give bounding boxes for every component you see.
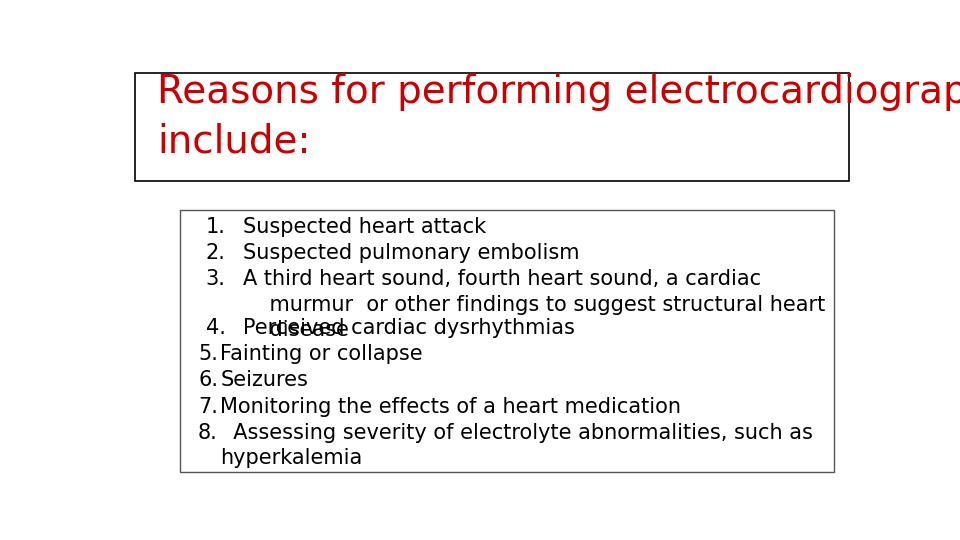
Text: 5.: 5.	[198, 344, 218, 364]
Text: 7.: 7.	[198, 396, 218, 416]
Text: 3.: 3.	[205, 269, 226, 289]
Text: Perceived cardiac dysrhythmias: Perceived cardiac dysrhythmias	[243, 318, 575, 338]
Bar	[180, 210, 834, 472]
Text: Monitoring the effects of a heart medication: Monitoring the effects of a heart medica…	[221, 396, 682, 416]
Text: Seizures: Seizures	[221, 370, 308, 390]
Text: Reasons for performing electrocardiography
include:: Reasons for performing electrocardiograp…	[157, 73, 960, 161]
Text: 6.: 6.	[198, 370, 218, 390]
Text: 1.: 1.	[205, 217, 226, 237]
Text: 4.: 4.	[205, 318, 226, 338]
Text: Suspected heart attack: Suspected heart attack	[243, 217, 486, 237]
Text: Suspected pulmonary embolism: Suspected pulmonary embolism	[243, 243, 579, 263]
Bar	[134, 73, 849, 181]
Text: A third heart sound, fourth heart sound, a cardiac
    murmur  or other findings: A third heart sound, fourth heart sound,…	[243, 269, 825, 340]
Text: 8.: 8.	[198, 423, 218, 443]
Text: Assessing severity of electrolyte abnormalities, such as
hyperkalemia: Assessing severity of electrolyte abnorm…	[221, 423, 813, 468]
Text: Fainting or collapse: Fainting or collapse	[221, 344, 423, 364]
Text: 2.: 2.	[205, 243, 226, 263]
